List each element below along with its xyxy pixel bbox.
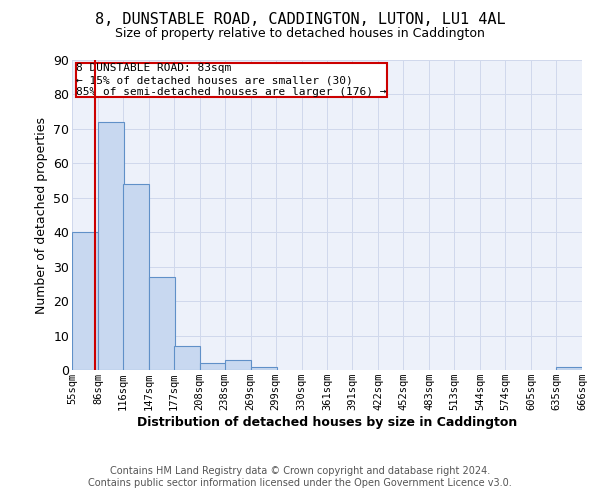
Bar xyxy=(72,232,98,370)
Text: 8, DUNSTABLE ROAD, CADDINGTON, LUTON, LU1 4AL: 8, DUNSTABLE ROAD, CADDINGTON, LUTON, LU… xyxy=(95,12,505,28)
Text: Size of property relative to detached houses in Caddington: Size of property relative to detached ho… xyxy=(115,28,485,40)
Y-axis label: Number of detached properties: Number of detached properties xyxy=(35,116,47,314)
Bar xyxy=(123,184,149,370)
Bar xyxy=(251,366,277,370)
Bar xyxy=(98,122,124,370)
Bar xyxy=(149,277,175,370)
Text: Contains HM Land Registry data © Crown copyright and database right 2024.
Contai: Contains HM Land Registry data © Crown c… xyxy=(88,466,512,487)
Bar xyxy=(200,363,226,370)
X-axis label: Distribution of detached houses by size in Caddington: Distribution of detached houses by size … xyxy=(137,416,517,429)
Bar xyxy=(225,360,251,370)
Text: 8 DUNSTABLE ROAD: 83sqm
← 15% of detached houses are smaller (30)
85% of semi-de: 8 DUNSTABLE ROAD: 83sqm ← 15% of detache… xyxy=(76,64,386,96)
Bar xyxy=(556,366,582,370)
Bar xyxy=(174,346,200,370)
